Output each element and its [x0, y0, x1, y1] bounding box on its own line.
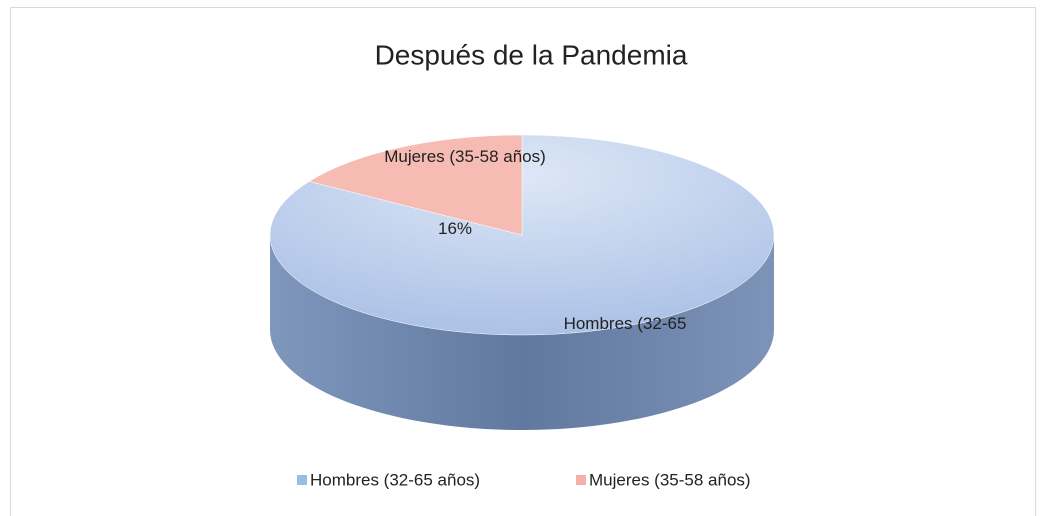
slice-label: Hombres (32-65	[563, 314, 687, 333]
legend-label: Mujeres (35-58 años)	[589, 470, 751, 489]
legend-swatch	[576, 475, 586, 485]
legend-label: Hombres (32-65 años)	[310, 470, 480, 489]
chart-frame	[10, 7, 1036, 516]
pie-slice	[308, 134, 523, 236]
pie-side	[270, 235, 774, 430]
value-label: 16%	[437, 219, 473, 238]
slice-label: Mujeres (35-58 años)	[384, 147, 546, 166]
legend-swatch	[297, 475, 307, 485]
chart-title: Después de la Pandemia	[375, 39, 688, 70]
